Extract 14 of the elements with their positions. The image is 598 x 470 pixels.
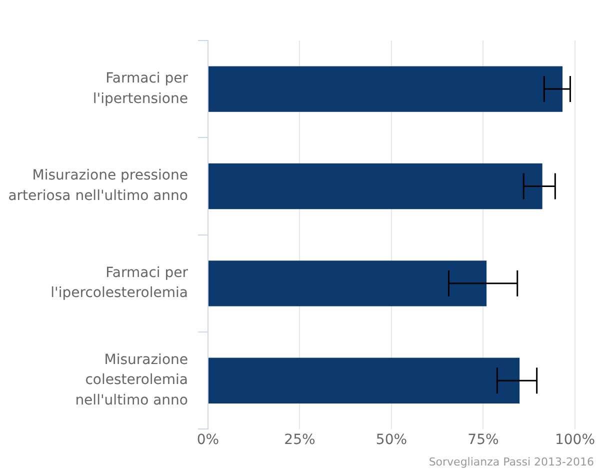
x-tick-label: 0%	[196, 432, 220, 448]
x-tick-label: 75%	[468, 432, 499, 448]
bar	[208, 260, 487, 306]
bar	[208, 66, 563, 112]
x-tick-label: 100%	[554, 432, 596, 448]
bar	[208, 163, 542, 210]
bar	[208, 358, 520, 404]
y-tick-label: Farmaci per l'ipercolesterolemia	[50, 264, 188, 302]
y-tick-label: Misurazione pressione arteriosa nell'ultimo anno	[8, 168, 188, 204]
x-tick-label: 25%	[284, 432, 316, 448]
y-tick-label: Farmaci per l'ipertensione	[92, 70, 188, 107]
text: Sorveglianza Passi 2013-2016	[428, 455, 594, 468]
x-tick-label: 50%	[376, 432, 408, 448]
y-tick-label: Misurazione colesterolemia nell'ultimo anno	[75, 352, 188, 409]
